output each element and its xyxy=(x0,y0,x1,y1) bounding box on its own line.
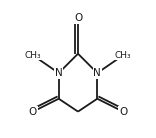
Text: N: N xyxy=(93,68,101,78)
Text: N: N xyxy=(55,68,63,78)
Text: CH₃: CH₃ xyxy=(25,51,41,60)
Text: O: O xyxy=(74,13,82,23)
Text: O: O xyxy=(119,107,127,117)
Text: O: O xyxy=(29,107,37,117)
Text: CH₃: CH₃ xyxy=(115,51,131,60)
